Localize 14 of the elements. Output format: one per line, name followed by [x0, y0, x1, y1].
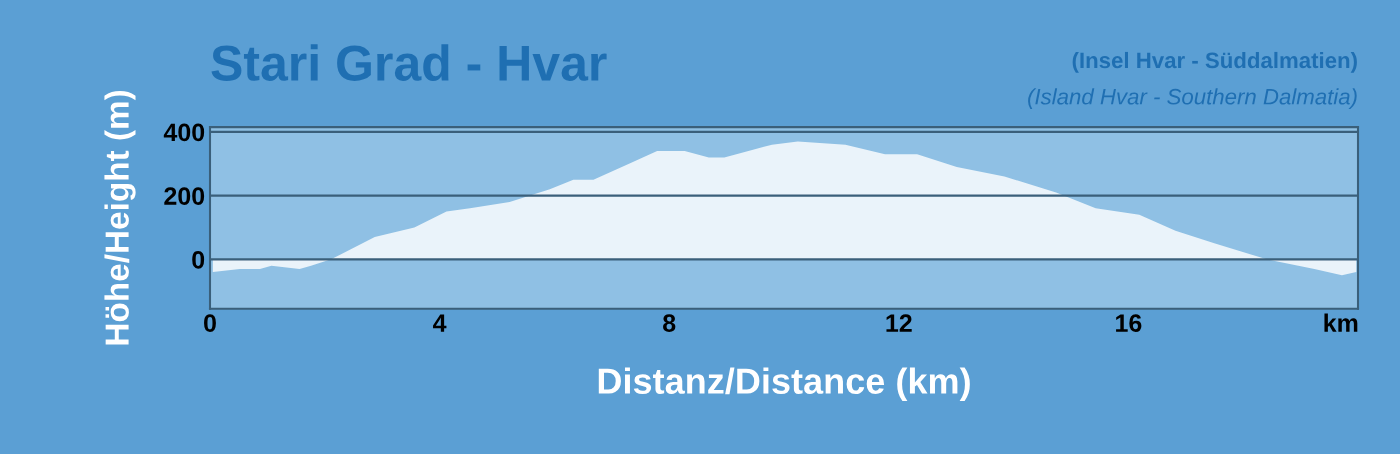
y-tick-label: 200	[164, 187, 205, 205]
x-tick-label: km	[1324, 313, 1358, 332]
y-axis-title: Höhe/Height (m)	[104, 90, 136, 345]
x-tick-label: 4	[433, 314, 447, 332]
chart-title: Stari Grad - Hvar	[211, 44, 607, 81]
chart-subtitle: (Insel Hvar - Süddalmatien)	[1072, 51, 1357, 73]
x-tick-label: 8	[663, 314, 676, 332]
x-tick-label: 16	[1116, 314, 1142, 332]
y-tick-label: 0	[192, 250, 205, 269]
text: (Island Hvar - Southern Dalmatia)	[1028, 88, 1357, 109]
x-tick-label: 0	[204, 314, 216, 332]
y-tick-label: 400	[163, 123, 205, 142]
x-axis-title: Distanz/Distance (km)	[598, 367, 970, 402]
x-tick-label: 12	[886, 314, 912, 332]
